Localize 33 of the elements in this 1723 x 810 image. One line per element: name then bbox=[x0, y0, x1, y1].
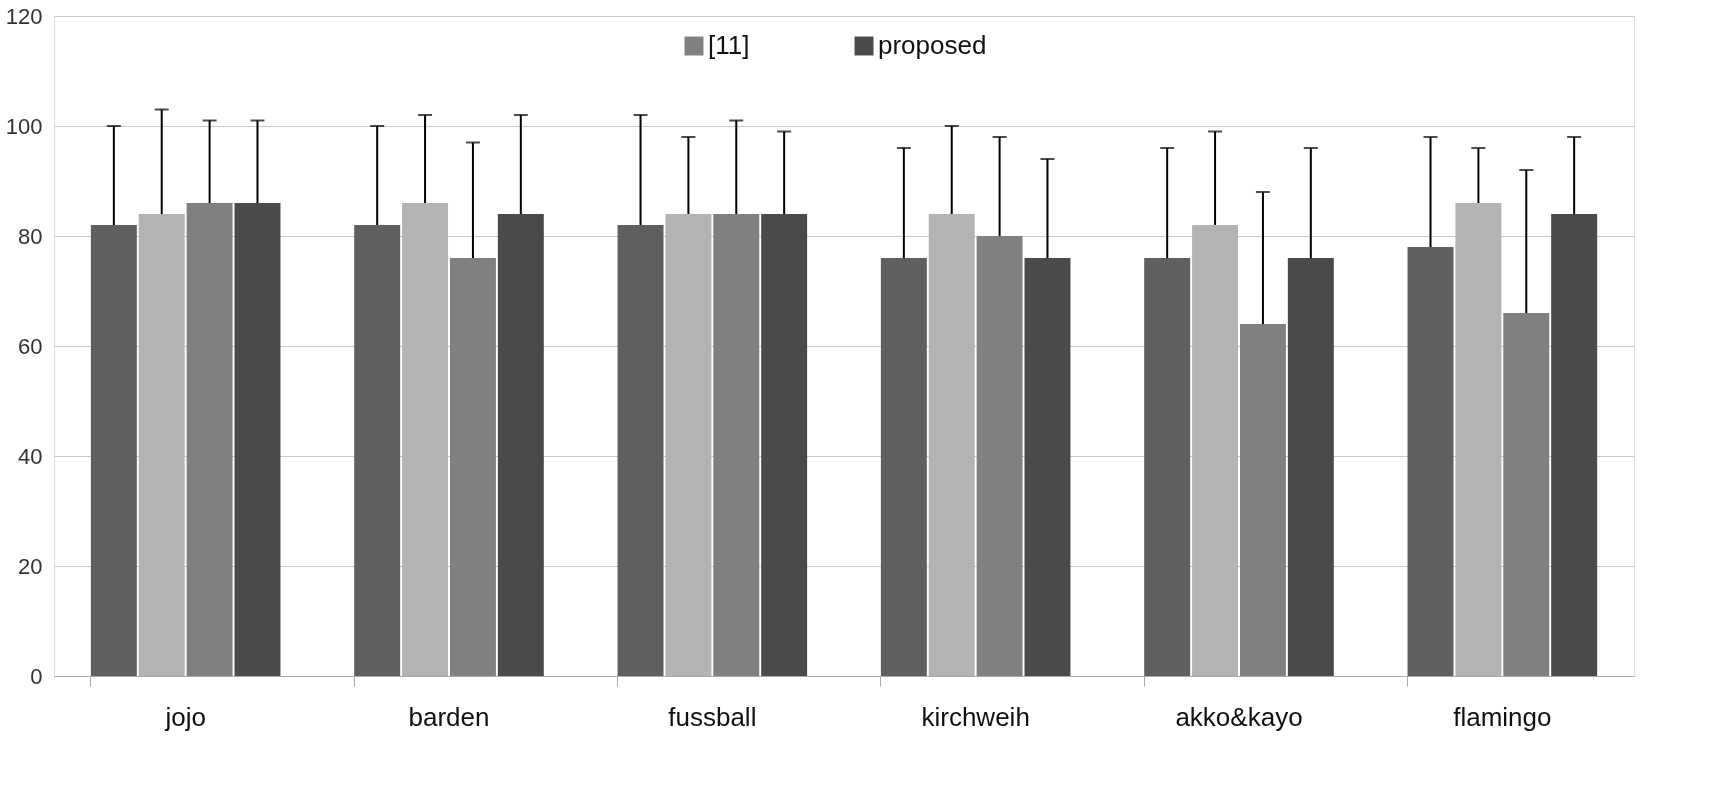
x-tick-label: kirchweih bbox=[921, 701, 1030, 732]
y-tick-label: 100 bbox=[5, 113, 43, 139]
legend-label: proposed bbox=[878, 30, 987, 60]
bar bbox=[880, 258, 927, 676]
bar bbox=[761, 214, 808, 676]
bar bbox=[617, 225, 664, 676]
bar bbox=[1503, 313, 1550, 676]
x-tick-label: barden bbox=[408, 701, 490, 732]
y-tick-label: 80 bbox=[18, 223, 43, 249]
bar bbox=[1144, 258, 1191, 676]
y-tick-label: 20 bbox=[18, 553, 43, 579]
y-tick-label: 120 bbox=[5, 3, 43, 29]
bar bbox=[976, 236, 1023, 676]
bar bbox=[1024, 258, 1071, 676]
x-tick-label: flamingo bbox=[1453, 701, 1552, 732]
bar bbox=[497, 214, 544, 676]
y-tick-label: 40 bbox=[18, 443, 43, 469]
bar bbox=[1287, 258, 1334, 676]
bar bbox=[1551, 214, 1598, 676]
bar bbox=[713, 214, 760, 676]
y-tick-label: 60 bbox=[18, 333, 43, 359]
x-tick-label: akko&kayo bbox=[1175, 701, 1303, 732]
x-tick-label: fussball bbox=[668, 701, 757, 732]
bar bbox=[186, 203, 233, 676]
x-tick-label: jojo bbox=[164, 701, 206, 732]
bar bbox=[449, 258, 496, 676]
bar bbox=[1407, 247, 1454, 676]
y-tick-label: 0 bbox=[30, 663, 43, 689]
bar bbox=[354, 225, 401, 676]
bar bbox=[234, 203, 281, 676]
legend-label: [11] bbox=[708, 30, 750, 60]
bar bbox=[90, 225, 137, 676]
bar bbox=[1239, 324, 1286, 676]
